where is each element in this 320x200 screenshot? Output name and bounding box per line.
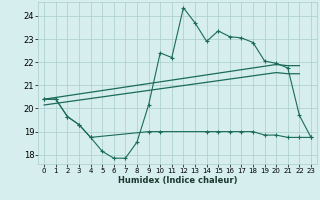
X-axis label: Humidex (Indice chaleur): Humidex (Indice chaleur) [118,176,237,185]
